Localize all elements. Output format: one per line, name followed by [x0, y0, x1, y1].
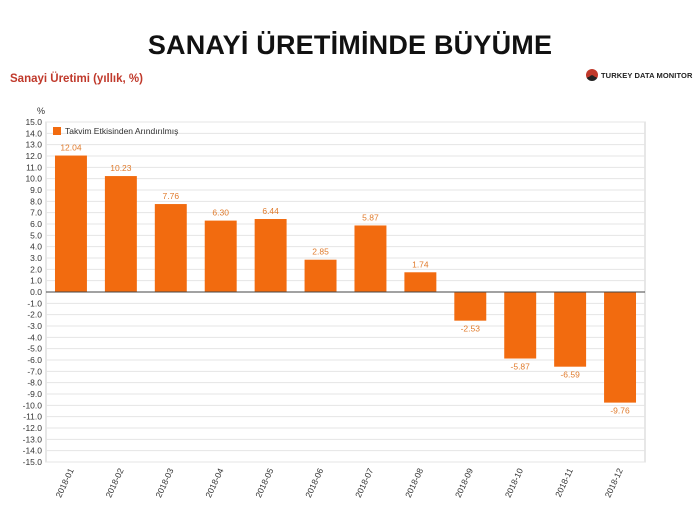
y-tick-label: 0.0	[30, 287, 42, 297]
bar	[404, 272, 437, 292]
y-tick-label: -4.0	[27, 332, 42, 342]
x-tick-label: 2018-07	[353, 466, 375, 499]
y-tick-label: 3.0	[30, 253, 42, 263]
y-tick-label: -6.0	[27, 355, 42, 365]
bar	[354, 225, 387, 292]
x-tick-label: 2018-02	[103, 466, 125, 499]
y-tick-label: 13.0	[25, 140, 42, 150]
logo: TURKEY DATA MONITOR	[586, 68, 692, 82]
bar	[454, 292, 487, 321]
bar-value-label: -5.87	[511, 362, 531, 372]
legend-label: Takvim Etkisinden Arındırılmış	[65, 126, 178, 136]
y-tick-label: -10.0	[23, 400, 43, 410]
turkey-data-monitor-logo-icon	[586, 69, 598, 81]
y-tick-label: 14.0	[25, 128, 42, 138]
bar-value-label: 10.23	[110, 163, 132, 173]
y-axis-label: %	[37, 106, 45, 116]
y-tick-label: -9.0	[27, 389, 42, 399]
bar	[104, 176, 137, 292]
y-tick-label: -12.0	[23, 423, 43, 433]
y-tick-label: -13.0	[23, 434, 43, 444]
x-tick-label: 2018-11	[553, 466, 575, 498]
y-tick-label: 15.0	[25, 117, 42, 127]
y-tick-label: 8.0	[30, 196, 42, 206]
x-tick-label: 2018-10	[503, 466, 525, 499]
legend-swatch	[53, 127, 61, 135]
bar	[154, 204, 187, 292]
x-tick-label: 2018-04	[203, 466, 225, 499]
y-tick-label: -8.0	[27, 378, 42, 388]
chart-title: Sanayi Üretimi (yıllık, %)	[10, 73, 143, 85]
bar	[504, 292, 537, 359]
y-tick-label: -7.0	[27, 366, 42, 376]
bar	[54, 155, 87, 292]
y-tick-label: -3.0	[27, 321, 42, 331]
y-tick-label: 2.0	[30, 264, 42, 274]
bar-value-label: -9.76	[610, 406, 630, 416]
y-tick-label: -15.0	[23, 457, 43, 467]
bar-value-label: 7.76	[163, 191, 180, 201]
bar-value-label: 6.44	[262, 206, 279, 216]
bar-value-label: -2.53	[461, 324, 481, 334]
y-tick-label: -5.0	[27, 344, 42, 354]
y-tick-label: 9.0	[30, 185, 42, 195]
bar-value-label: 2.85	[312, 247, 329, 257]
y-tick-label: -14.0	[23, 446, 43, 456]
y-tick-label: 7.0	[30, 208, 42, 218]
x-tick-label: 2018-05	[253, 466, 275, 499]
bar	[604, 292, 637, 403]
y-tick-label: 10.0	[25, 174, 42, 184]
bar-value-label: 6.30	[212, 208, 229, 218]
x-tick-label: 2018-12	[603, 466, 625, 499]
bar-value-label: 1.74	[412, 259, 429, 269]
x-tick-label: 2018-09	[453, 466, 475, 499]
x-tick-label: 2018-01	[54, 466, 76, 499]
x-tick-label: 2018-08	[403, 466, 425, 499]
bar-value-label: 5.87	[362, 212, 379, 222]
bar	[304, 259, 337, 292]
y-tick-label: 5.0	[30, 230, 42, 240]
bar-value-label: 12.04	[60, 143, 82, 153]
bar	[254, 219, 287, 292]
y-tick-label: -1.0	[27, 298, 42, 308]
bar	[204, 220, 237, 292]
logo-text: TURKEY DATA MONITOR	[601, 70, 693, 80]
slide-title: SANAYİ ÜRETİMİNDE BÜYÜME	[147, 30, 553, 60]
y-tick-label: -11.0	[23, 412, 42, 422]
y-tick-label: 12.0	[25, 151, 42, 161]
y-tick-label: 11.0	[26, 162, 42, 172]
bar-value-label: -6.59	[560, 370, 580, 380]
y-tick-label: 1.0	[30, 276, 42, 286]
y-tick-label: -2.0	[27, 310, 42, 320]
bar	[554, 292, 587, 367]
y-tick-label: 4.0	[30, 242, 42, 252]
x-tick-label: 2018-03	[153, 466, 175, 499]
x-tick-label: 2018-06	[303, 466, 325, 499]
y-tick-label: 6.0	[30, 219, 42, 229]
